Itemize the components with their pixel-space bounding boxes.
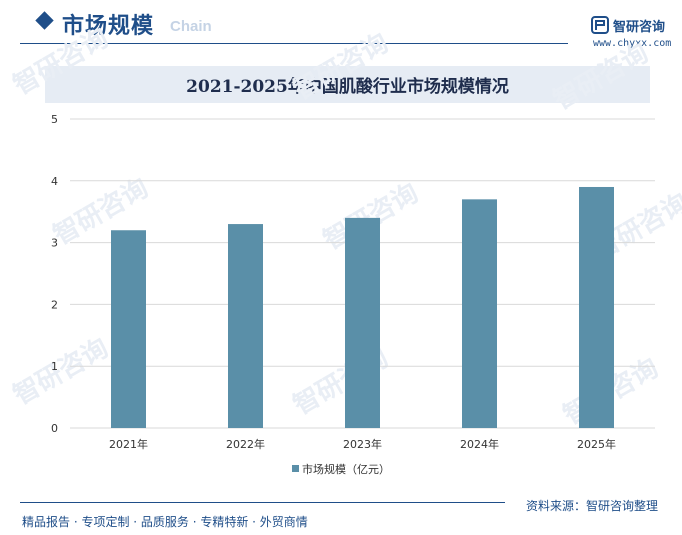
x-tick-label: 2024年 — [460, 437, 499, 451]
x-tick-label: 2022年 — [226, 437, 265, 451]
watermark-text: 智研咨询 — [548, 37, 654, 116]
legend-label: 市场规模（亿元） — [302, 462, 390, 476]
legend-swatch — [292, 465, 299, 472]
y-tick-label: 1 — [51, 360, 58, 373]
y-tick-label: 3 — [51, 237, 58, 250]
brand-name: 智研咨询 — [613, 20, 666, 35]
footer-tagline: 精品报告 · 专项定制 · 品质服务 · 专精特新 · 外贸商情 — [22, 515, 308, 529]
x-tick-label: 2025年 — [577, 437, 616, 451]
header-divider — [20, 43, 568, 44]
source-note: 资料来源：智研咨询整理 — [526, 499, 659, 513]
chart-title-bar: 2021-2025年中国肌酸行业市场规模情况 — [45, 66, 650, 103]
bar — [462, 199, 497, 428]
chart-title: 2021-2025年中国肌酸行业市场规模情况 — [186, 77, 509, 97]
y-tick-label: 4 — [51, 175, 58, 188]
header: 市场规模 Chain 智研咨询 www.chyxx.com — [0, 0, 682, 60]
watermark-text: 智研咨询 — [8, 22, 114, 101]
brand-logo-icon — [591, 16, 609, 34]
y-tick-label: 2 — [51, 298, 58, 311]
x-tick-label: 2023年 — [343, 437, 382, 451]
y-tick-label: 5 — [51, 113, 58, 126]
section-subtitle: Chain — [170, 18, 212, 35]
y-tick-label: 0 — [51, 422, 58, 435]
bar — [111, 230, 146, 428]
bar — [345, 217, 380, 428]
brand-url: www.chyxx.com — [593, 38, 672, 49]
watermark-text: 智研咨询 — [8, 332, 114, 411]
watermark-text: 智研咨询 — [288, 27, 394, 106]
x-tick-label: 2021年 — [109, 437, 148, 451]
section-title: 市场规模 — [62, 13, 155, 39]
footer-divider — [20, 502, 505, 503]
bar — [579, 186, 614, 428]
bar — [228, 224, 263, 428]
